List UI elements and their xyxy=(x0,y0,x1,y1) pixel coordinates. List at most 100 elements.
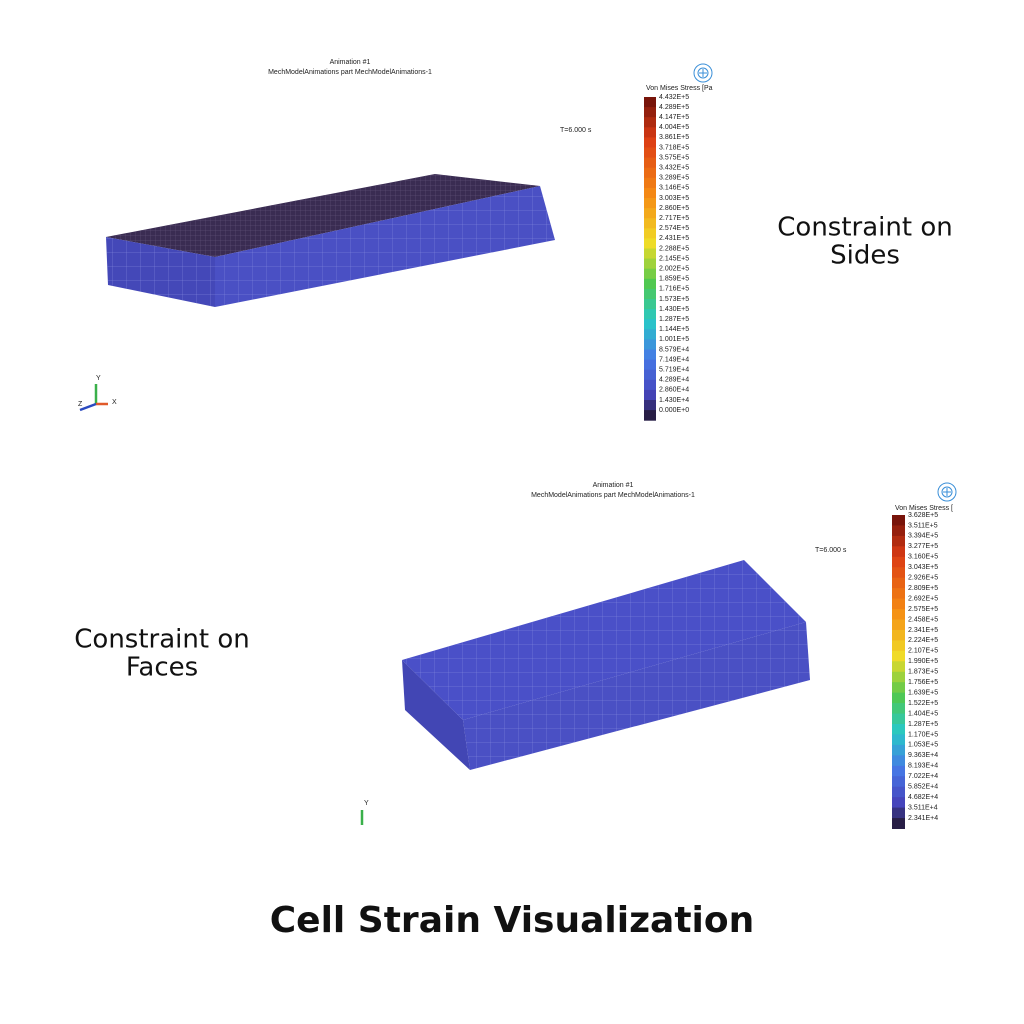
legend-label: 1.430E+5 xyxy=(659,306,689,313)
legend-label: 7.022E+4 xyxy=(908,773,938,780)
legend-band xyxy=(892,661,905,673)
time-label: T=6.000 s xyxy=(815,547,847,554)
time-label: T=6.000 s xyxy=(560,127,592,134)
legend-label: 1.053E+5 xyxy=(908,742,938,749)
legend-label: 3.277E+5 xyxy=(908,543,938,550)
legend-band xyxy=(644,137,656,148)
legend-band xyxy=(644,389,656,401)
legend-label: 2.224E+5 xyxy=(908,637,938,644)
legend-label: 0.000E+0 xyxy=(659,407,689,414)
legend-label: 1.873E+5 xyxy=(908,669,938,676)
legend-band xyxy=(892,776,905,788)
legend-label: 1.430E+4 xyxy=(659,397,689,404)
legend-label: 4.004E+5 xyxy=(659,124,689,131)
legend-band xyxy=(644,157,656,169)
legend-label: 1.144E+5 xyxy=(659,326,689,333)
legend-band xyxy=(892,609,905,620)
view-icon[interactable] xyxy=(693,63,713,83)
legend-label: 8.579E+4 xyxy=(659,346,689,353)
legend-band xyxy=(644,238,656,249)
legend-band xyxy=(644,329,656,340)
legend-label: 1.859E+5 xyxy=(659,276,689,283)
legend-label: 2.809E+5 xyxy=(908,585,938,592)
legend-label: 1.756E+5 xyxy=(908,679,938,686)
legend-band xyxy=(892,713,905,725)
legend-band xyxy=(892,598,905,610)
legend-label: 4.289E+4 xyxy=(659,377,689,384)
legend-band xyxy=(892,515,905,526)
legend-band xyxy=(644,379,656,391)
legend-band xyxy=(892,755,905,767)
legend-band xyxy=(892,744,905,756)
legend-band xyxy=(892,525,905,537)
legend-band xyxy=(892,818,905,829)
legend-band xyxy=(892,703,905,715)
legend-band xyxy=(644,369,656,381)
caption: Faces xyxy=(126,653,198,683)
legend-label: 1.573E+5 xyxy=(659,296,689,303)
legend-label: 3.575E+5 xyxy=(659,154,689,161)
legend-label: 8.193E+4 xyxy=(908,763,938,770)
legend-label: 3.289E+5 xyxy=(659,175,689,182)
legend-band xyxy=(892,734,905,746)
legend-label: 3.043E+5 xyxy=(908,564,938,571)
legend-label: 3.160E+5 xyxy=(908,554,938,561)
legend-label: 1.716E+5 xyxy=(659,286,689,293)
legend-band xyxy=(644,288,656,300)
legend-band xyxy=(892,577,905,589)
legend-band xyxy=(892,629,905,641)
legend-label: 2.145E+5 xyxy=(659,255,689,262)
legend-label: 1.170E+5 xyxy=(908,731,938,738)
legend-band xyxy=(644,218,656,229)
caption: Constraint on xyxy=(74,625,249,655)
legend-band xyxy=(644,127,656,138)
legend-label: 3.511E+5 xyxy=(908,522,938,529)
legend-label: 4.682E+4 xyxy=(908,794,938,801)
legend-band xyxy=(644,228,656,239)
legend-band xyxy=(892,567,905,579)
footer-title: Cell Strain Visualization xyxy=(270,900,755,941)
legend-label: 2.692E+5 xyxy=(908,595,938,602)
legend-band xyxy=(644,97,656,108)
legend-label: 1.522E+5 xyxy=(908,700,938,707)
legend-band xyxy=(892,546,905,558)
legend-label: 3.003E+5 xyxy=(659,195,689,202)
legend-label: 4.432E+5 xyxy=(659,94,689,101)
legend-band xyxy=(892,640,905,652)
legend-label: 1.287E+5 xyxy=(659,316,689,323)
legend-title: Von Mises Stress [ xyxy=(895,505,953,512)
legend-band xyxy=(644,177,656,189)
legend-band xyxy=(644,339,656,350)
legend-label: 2.341E+4 xyxy=(908,815,938,822)
view-icon[interactable] xyxy=(937,482,957,502)
legend-band xyxy=(644,278,656,290)
caption: Sides xyxy=(830,241,900,271)
legend-label: 2.107E+5 xyxy=(908,648,938,655)
legend-label: 2.717E+5 xyxy=(659,215,689,222)
legend-label: 3.146E+5 xyxy=(659,185,689,192)
legend-label: 7.149E+4 xyxy=(659,356,689,363)
legend-band xyxy=(644,248,656,260)
legend-label: 1.639E+5 xyxy=(908,689,938,696)
legend-label: 3.511E+4 xyxy=(908,804,938,811)
legend-band xyxy=(892,588,905,600)
axis-triad xyxy=(79,384,364,825)
legend-band xyxy=(644,187,656,199)
caption: Constraint on xyxy=(777,213,952,243)
axis-label: Y xyxy=(364,800,369,807)
legend-label: 5.852E+4 xyxy=(908,784,938,791)
legend-band xyxy=(892,807,905,819)
legend-label: 2.926E+5 xyxy=(908,575,938,582)
legend-band xyxy=(644,359,656,371)
legend-band xyxy=(644,309,656,320)
legend-label: 2.288E+5 xyxy=(659,245,689,252)
legend-band xyxy=(892,724,905,735)
legend-label: 4.289E+5 xyxy=(659,104,689,111)
legend-band xyxy=(644,258,656,270)
legend-band xyxy=(892,765,905,777)
legend-band xyxy=(892,619,905,631)
legend-label: 1.287E+5 xyxy=(908,721,938,728)
legend-label: 2.002E+5 xyxy=(659,266,689,273)
legend-band xyxy=(892,556,905,568)
legend-label: 9.363E+4 xyxy=(908,752,938,759)
